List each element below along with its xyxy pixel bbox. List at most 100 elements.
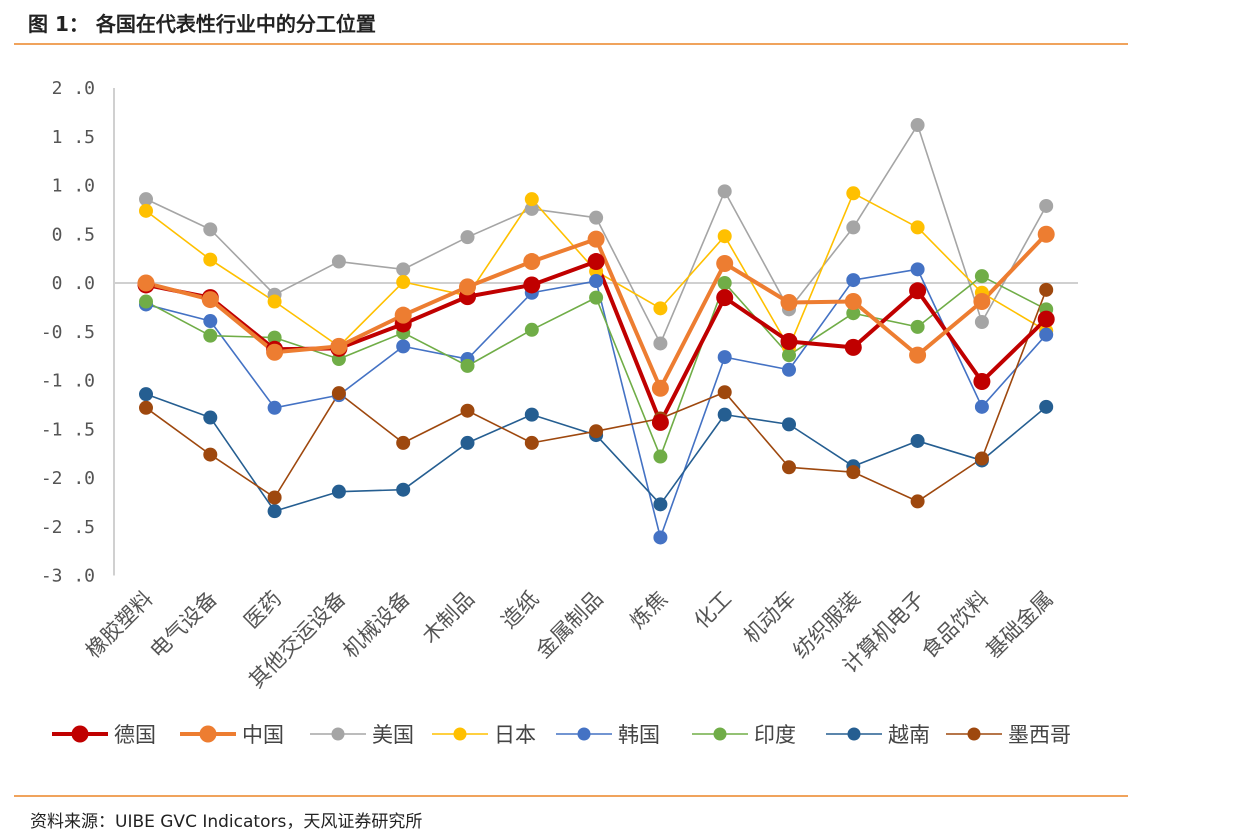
data-point [460,403,475,418]
legend-item: 美国 [310,723,414,747]
data-point [203,447,218,462]
data-point [139,192,153,207]
x-category-label: 机动车 [739,587,801,649]
data-point [267,330,282,345]
x-category-label: 木制品 [418,587,480,649]
data-point [846,465,861,480]
data-point [396,435,411,450]
data-point [203,252,218,267]
data-point [846,273,861,288]
data-point [974,315,989,329]
data-point [589,290,604,305]
y-tick-label: 1 .0 [52,176,95,197]
x-category-label: 基础金属 [981,587,1057,663]
data-point [780,333,798,350]
data-point [717,229,732,244]
data-point [782,362,796,377]
data-point [716,255,734,272]
data-point [910,319,925,334]
data-point [459,278,476,296]
data-point [717,385,732,400]
data-point [782,417,796,432]
y-tick-label: -1 .0 [41,371,95,392]
data-point [524,322,539,337]
data-point [267,400,282,415]
legend-label: 印度 [754,723,796,747]
legend-label: 日本 [494,723,536,747]
data-point [910,262,925,277]
legend-label: 墨西哥 [1008,723,1071,747]
legend-item: 韩国 [556,723,660,747]
legend: 德国 中国 美国 日本 韩国 印度 越南 墨西哥 [52,723,1071,747]
data-point [717,184,732,199]
data-point [396,339,411,354]
legend-swatch-marker [967,727,981,741]
data-point [653,336,668,351]
y-tick-label: -2 .5 [41,517,95,538]
legend-swatch-marker [71,725,89,743]
data-point [846,306,861,321]
legend-item: 中国 [180,723,284,747]
data-point [1037,225,1055,243]
legend-label: 中国 [242,723,284,747]
data-point [267,490,282,505]
data-point [910,220,925,235]
legend-label: 德国 [114,723,156,747]
legend-item: 印度 [692,723,796,747]
data-point [717,407,732,422]
data-point [782,460,796,475]
data-point [396,262,411,277]
data-point [1039,327,1054,342]
y-tick-label: -2 .0 [41,468,95,489]
data-point [587,230,605,248]
data-point [203,328,218,343]
x-category-label: 医药 [239,587,286,634]
y-tick-label: 0 .0 [52,273,95,294]
data-point [909,282,927,300]
x-category-label: 橡胶塑料 [81,587,157,663]
x-category-label: 造纸 [497,587,544,634]
data-point [396,482,411,497]
data-point [716,289,734,307]
data-point [653,449,668,464]
data-point [973,293,991,311]
data-point [523,276,541,294]
data-point [139,203,153,218]
x-category-label: 机械设备 [338,587,414,663]
legend-swatch-marker [577,727,591,741]
y-tick-label: -3 .0 [41,566,95,587]
data-point [524,192,539,207]
data-point [651,413,669,431]
x-category-label: 食品饮料 [917,587,993,663]
data-point [331,484,346,499]
data-point [203,314,218,329]
data-point [524,435,539,450]
data-point [267,504,282,519]
data-point [1039,198,1054,213]
data-point [203,222,218,237]
y-tick-label: -0 .5 [41,322,95,343]
series-points [137,118,1055,545]
data-point [651,379,669,397]
data-point [717,350,732,365]
data-point [139,387,153,402]
data-point [846,186,861,201]
x-category-label: 金属制品 [531,587,607,663]
data-point [974,269,989,284]
data-point [331,254,346,269]
data-point [523,253,541,271]
data-point [974,451,989,466]
data-point [589,424,604,439]
chart-axes [113,88,1078,576]
data-point [331,386,346,401]
series-lines [145,124,1048,539]
data-point [139,400,153,415]
legend-swatch-marker [331,727,345,741]
legend-label: 韩国 [618,723,660,747]
legend-item: 日本 [432,723,536,747]
data-point [267,294,282,309]
x-category-label: 电气设备 [145,587,221,663]
line-chart: 2 .0 1 .5 1 .0 0 .5 0 .0 -0 .5 -1 .0 -1 .5 -2 .0… [41,78,1078,747]
bottom-divider [14,795,1128,797]
